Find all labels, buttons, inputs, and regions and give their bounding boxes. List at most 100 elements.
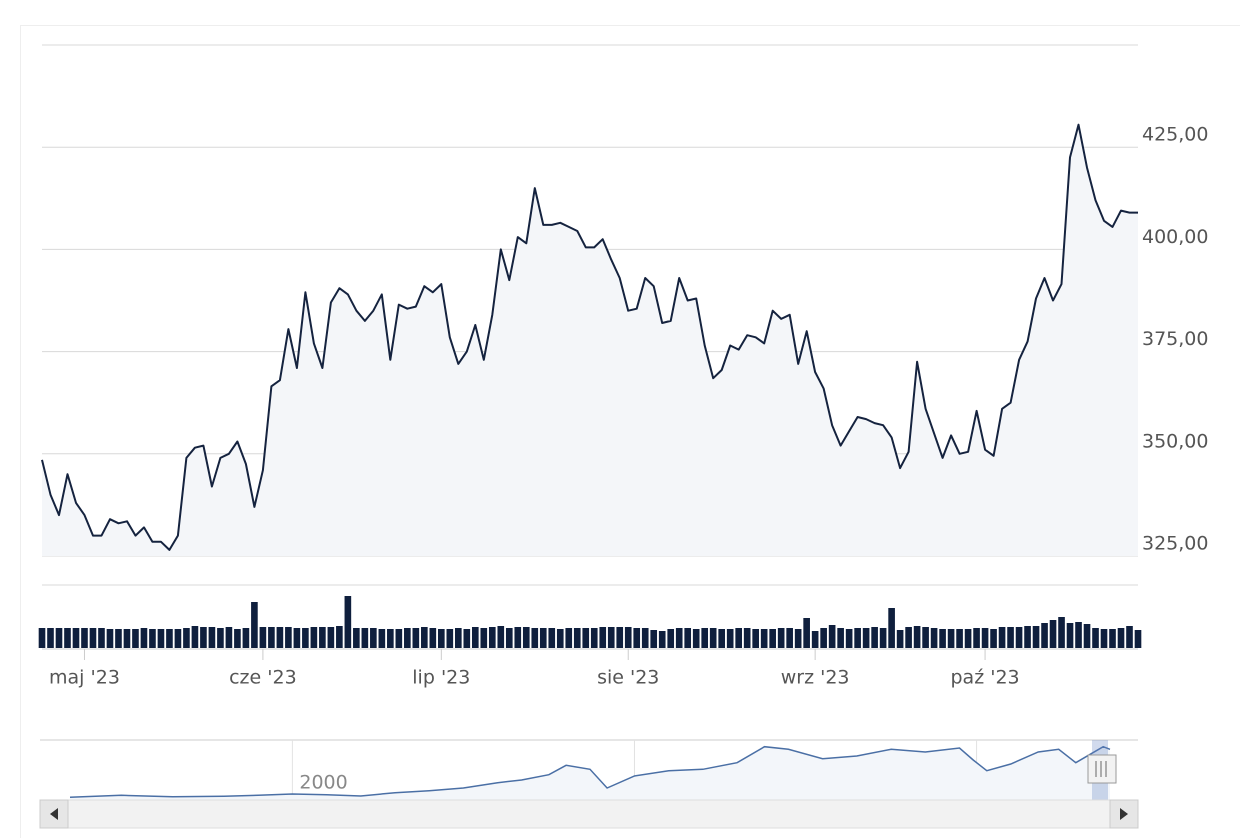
volume-bar (522, 627, 530, 648)
volume-bar (132, 629, 139, 648)
volume-bar (854, 628, 861, 648)
volume-bar (217, 628, 224, 648)
volume-bar (599, 627, 607, 648)
volume-bar (565, 628, 573, 648)
volume-bar (650, 630, 658, 648)
volume-bar (1066, 623, 1074, 648)
volume-bar (1075, 622, 1082, 648)
volume-bar (675, 628, 683, 648)
volume-bar (387, 629, 394, 648)
volume-bar (947, 629, 955, 648)
volume-bar (743, 628, 751, 648)
volume-bar (81, 628, 88, 648)
volume-bar (582, 628, 590, 648)
volume-bar (115, 629, 122, 648)
volume-bar (183, 628, 190, 648)
volume-bar (879, 628, 887, 648)
volume-bar (922, 627, 929, 648)
volume-bar (1117, 628, 1125, 648)
y-tick-label: 375,00 (1142, 328, 1208, 350)
x-tick-label: wrz '23 (781, 667, 850, 689)
volume-bar (421, 627, 428, 648)
volume-bar (225, 627, 233, 648)
volume-bar (488, 627, 496, 648)
volume-bar (234, 629, 241, 648)
volume-bar (514, 627, 522, 648)
volume-bar (47, 628, 54, 648)
volume-bar (98, 628, 105, 648)
volume-bar (556, 629, 564, 648)
volume-bar (760, 629, 768, 648)
volume-bar (990, 629, 997, 648)
volume-bar (276, 627, 284, 648)
volume-bar (454, 628, 462, 648)
volume-bar (1083, 624, 1091, 648)
volume-bar (709, 628, 717, 648)
volume-bar (624, 627, 632, 648)
volume-bar (633, 628, 641, 648)
volume-bar (1032, 626, 1040, 648)
volume-bar (344, 596, 352, 648)
volume-bar (64, 628, 71, 648)
volume-bar (964, 629, 972, 648)
volume-bar (956, 629, 963, 648)
volume-bar (684, 628, 692, 648)
volume-bar (471, 627, 479, 648)
volume-bar (930, 628, 938, 648)
volume-bar (251, 602, 258, 648)
volume-bar (327, 627, 335, 648)
area (42, 124, 1138, 556)
volume-bar (293, 628, 301, 648)
volume-bar (438, 629, 445, 648)
volume-bar (72, 628, 80, 648)
volume-bar (1049, 620, 1057, 648)
y-tick-label: 325,00 (1142, 533, 1208, 555)
volume-bar (735, 628, 742, 648)
volume-bar (769, 629, 776, 648)
volume-bar (1041, 623, 1048, 648)
volume-bar (939, 629, 946, 648)
volume-bar (701, 628, 709, 648)
x-tick-label: paź '23 (951, 667, 1020, 689)
volume-bar (803, 618, 810, 648)
volume-bar (811, 631, 819, 648)
volume-bar (310, 627, 318, 648)
y-tick-label: 350,00 (1142, 430, 1208, 452)
volume-bar (302, 628, 309, 648)
volume-bar (828, 625, 836, 648)
volume-bar (1092, 628, 1099, 648)
y-tick-label: 400,00 (1142, 226, 1208, 248)
volume-bar (905, 627, 912, 648)
volume-bar (166, 629, 173, 648)
volume-bar (285, 627, 292, 648)
scrollbar-track[interactable] (39, 799, 1139, 829)
volume-bar (667, 629, 675, 648)
volume-bar (820, 628, 827, 648)
x-tick-label: maj '23 (49, 667, 120, 689)
volume-bar (794, 629, 802, 648)
volume-bar (573, 628, 581, 648)
volume-bar (641, 628, 649, 648)
volume-bar (353, 628, 360, 648)
volume-bar (837, 628, 844, 648)
volume-bar (973, 628, 980, 648)
volume-bar (174, 629, 182, 648)
navigator-area (70, 746, 1110, 800)
volume-bar (463, 629, 471, 648)
navigator-tick-label: 2000 (299, 772, 347, 794)
volume-bar (157, 629, 165, 648)
volume-bar (336, 626, 343, 648)
volume-bar (1007, 627, 1014, 648)
volume-bar (718, 629, 726, 648)
volume-bar (412, 628, 420, 648)
volume-bar (1058, 617, 1065, 648)
volume-bar (55, 628, 63, 648)
volume-bar (140, 628, 148, 648)
arrow-right (1120, 808, 1128, 820)
volume-bar (497, 626, 505, 648)
volume-bar (896, 630, 904, 648)
volume-bar (208, 627, 216, 648)
scrollbar[interactable] (39, 799, 1139, 829)
navigator-handle[interactable] (1087, 754, 1117, 784)
